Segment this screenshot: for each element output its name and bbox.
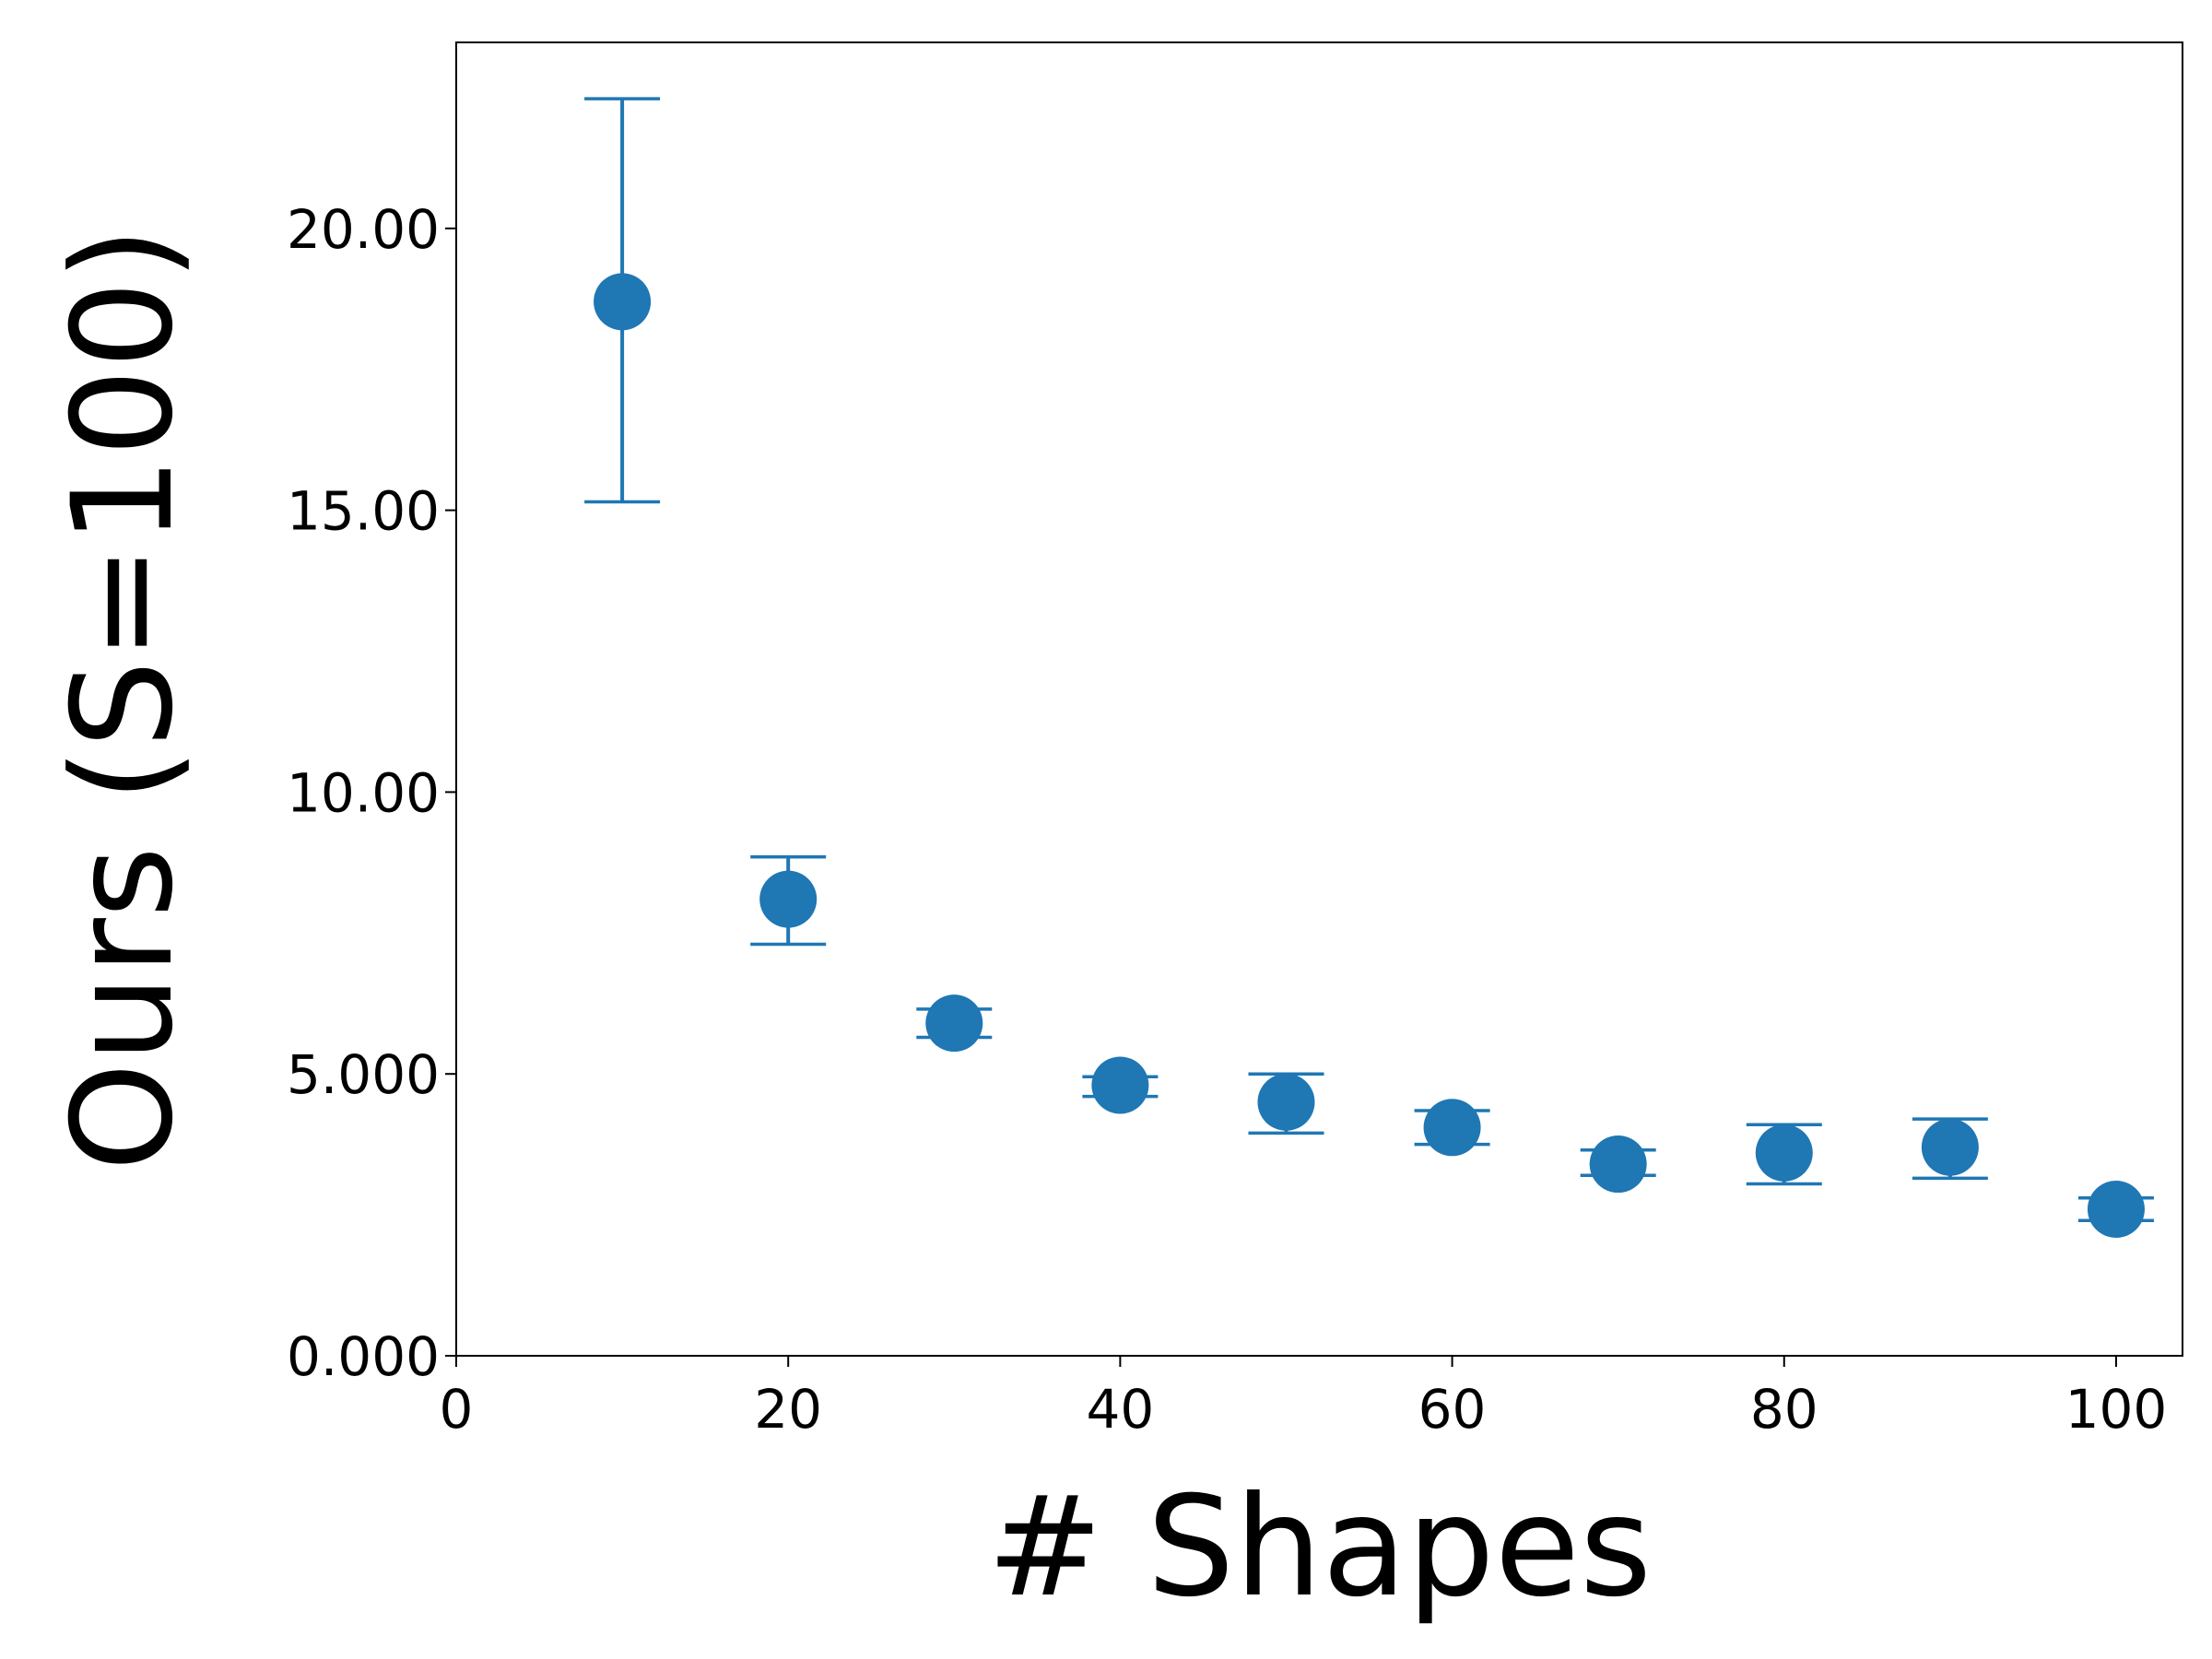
x-tick-label: 80 <box>1750 1378 1818 1441</box>
y-tick-label: 15.00 <box>287 480 440 543</box>
data-point <box>1921 1118 1979 1176</box>
y-axis-title: Ours (S=100) <box>43 227 204 1171</box>
plot-area-frame <box>455 41 2183 1357</box>
data-point <box>1257 1073 1315 1131</box>
x-tick-label: 40 <box>1086 1378 1154 1441</box>
y-tick-label: 5.000 <box>287 1043 440 1106</box>
x-tick-label: 60 <box>1418 1378 1487 1441</box>
y-tick-label: 20.00 <box>287 198 440 261</box>
y-tick-label: 0.000 <box>287 1325 440 1388</box>
x-tick-label: 100 <box>2065 1378 2168 1441</box>
data-point <box>594 273 652 331</box>
data-point <box>925 994 983 1053</box>
x-tick-label: 20 <box>754 1378 822 1441</box>
data-point <box>1423 1099 1481 1157</box>
data-point <box>759 870 818 928</box>
data-points <box>594 273 2145 1238</box>
data-point <box>1755 1124 1813 1182</box>
data-point <box>2087 1180 2145 1238</box>
data-point <box>1589 1135 1647 1194</box>
x-axis-title: # Shapes <box>987 1467 1652 1628</box>
x-tick-label: 0 <box>440 1378 474 1441</box>
y-tick-label: 10.00 <box>287 761 440 824</box>
data-point <box>1091 1056 1149 1114</box>
axis-ticks: 0 20 40 60 80 100 0.000 5.000 10.00 15.00 20.00 <box>287 198 2167 1441</box>
